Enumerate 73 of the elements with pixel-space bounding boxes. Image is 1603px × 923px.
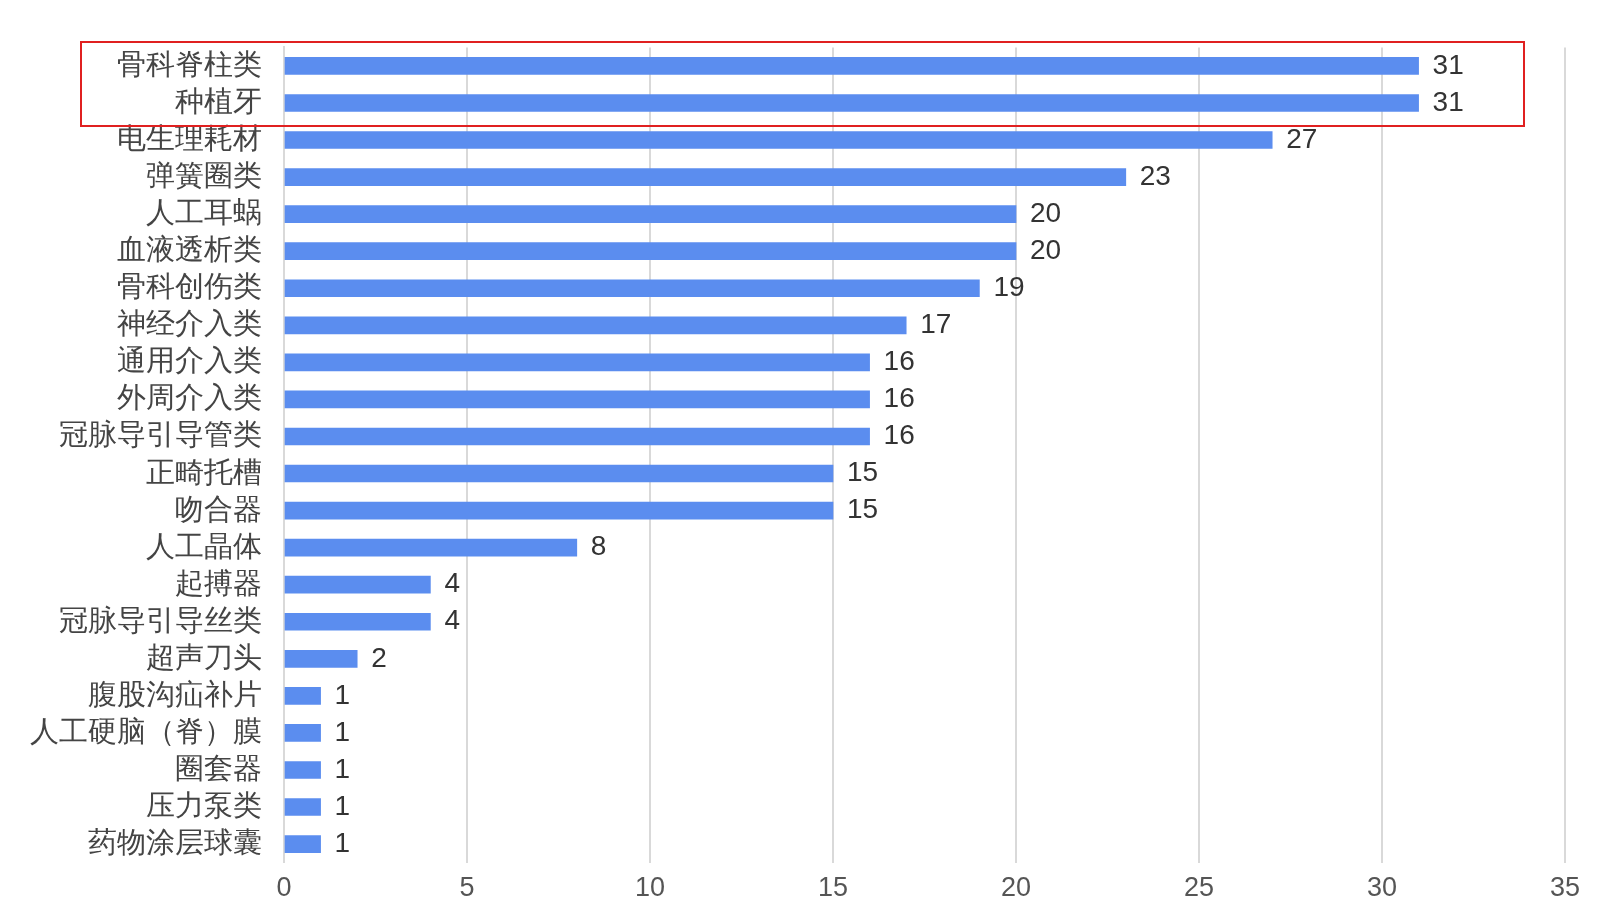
data-label: 15 [847,493,879,525]
bar [284,279,980,298]
bar [284,94,1419,112]
bar [284,835,321,853]
data-label: 31 [1432,48,1464,80]
bar [284,390,870,409]
y-tick-label: 骨科脊柱类 [117,47,262,80]
x-tick-label: 15 [817,872,849,903]
y-tick-label: 人工晶体 [146,529,262,562]
x-tick-label: 20 [1000,872,1032,903]
y-tick-label: 压力泵类 [146,789,262,822]
y-tick-label: 起搏器 [175,566,262,599]
bar [284,501,834,520]
y-tick-label: 冠脉导引导管类 [59,418,262,451]
data-label: 23 [1139,159,1171,191]
bar [284,687,321,705]
data-label: 1 [334,826,351,858]
y-tick-label: 弹簧圈类 [146,159,262,192]
bar [284,575,431,594]
y-tick-label: 正畸托槽 [146,455,262,488]
x-tick-label: 10 [634,872,666,903]
y-tick-label: 骨科创伤类 [117,270,262,303]
bar [284,316,907,335]
data-label: 27 [1286,122,1318,154]
y-tick-label: 超声刀头 [146,640,262,673]
bar [284,538,578,557]
bar [284,761,321,779]
y-tick-label: 冠脉导引导丝类 [59,603,262,636]
x-tick-label: 25 [1183,872,1215,903]
y-tick-label: 人工耳蜗 [146,196,262,229]
y-tick-label: 外周介入类 [117,381,262,414]
data-label: 16 [883,382,915,414]
x-tick-label: 30 [1366,872,1398,903]
y-tick-label: 通用介入类 [117,344,262,377]
bar [284,724,321,742]
data-label: 20 [1030,233,1062,265]
data-label: 4 [444,604,460,636]
bar [284,464,834,483]
bar [284,168,1127,186]
x-tick-label: 35 [1549,872,1581,903]
y-tick-label: 药物涂层球囊 [88,826,262,859]
data-label: 1 [334,789,351,821]
data-label: 1 [334,752,351,784]
bar [284,427,870,446]
bar [284,612,431,631]
y-tick-label: 血液透析类 [117,233,262,266]
y-tick-label: 人工硬脑（脊）膜 [30,714,262,747]
data-label: 4 [444,567,460,599]
x-tick-label: 5 [459,872,475,903]
bar [284,649,358,668]
y-tick-label: 吻合器 [175,492,262,525]
data-label: 1 [334,715,351,747]
y-tick-label: 神经介入类 [117,307,262,340]
y-tick-label: 腹股沟疝补片 [88,677,262,710]
data-label: 20 [1030,196,1062,228]
data-label: 15 [847,456,879,488]
bar [284,353,870,372]
data-label: 16 [883,345,915,377]
bar [284,798,321,816]
y-tick-label: 种植牙 [175,84,262,117]
data-label: 16 [883,419,915,451]
bar [284,131,1273,149]
y-tick-label: 圈套器 [175,751,262,784]
data-label: 17 [920,308,952,340]
data-label: 2 [371,641,387,673]
bar [284,57,1419,75]
bar [284,242,1017,261]
data-label: 31 [1432,85,1464,117]
data-label: 8 [590,530,607,562]
x-tick-label: 0 [276,872,292,903]
data-label: 19 [993,270,1025,302]
bar [284,205,1017,223]
data-label: 1 [334,678,351,710]
